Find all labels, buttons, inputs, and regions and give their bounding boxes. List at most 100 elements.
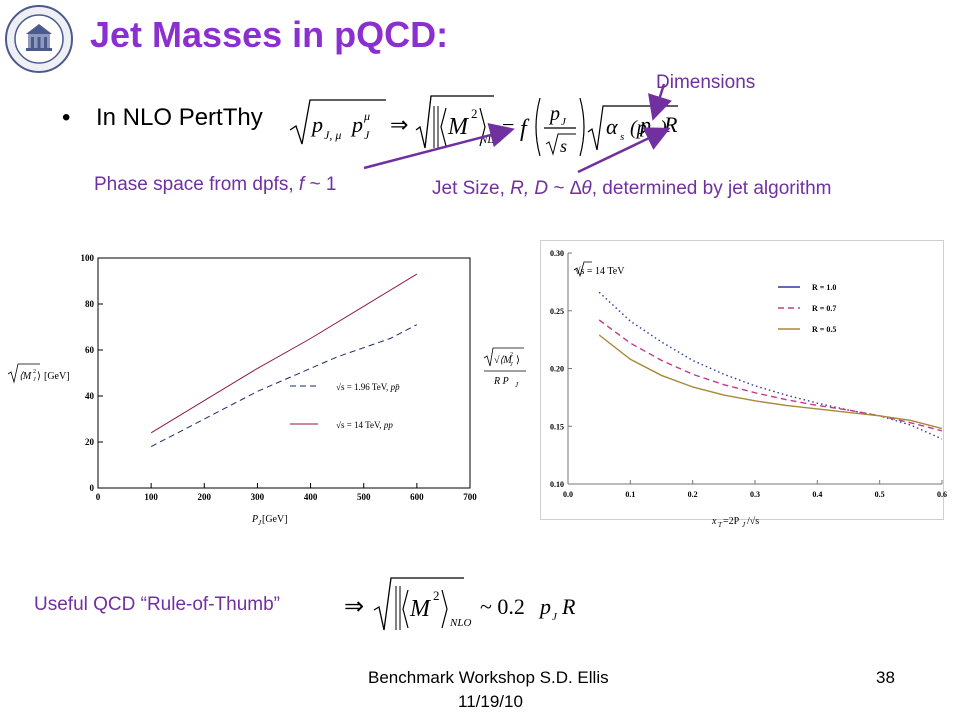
jet-size-delta: ∆θ (569, 178, 592, 199)
eq-frac-num: p (548, 103, 560, 125)
chart-jet-mass-vs-pt: 0 100 200 300 400 500 600 700 0 20 40 60 80 100 √s = … (7, 253, 478, 527)
chart1-legend-label: √s = 14 TeV, pp (336, 420, 393, 430)
chart1-legend-label-tail: pp (383, 420, 394, 430)
chart1-xlabel-unit: [GeV] (262, 514, 288, 525)
rule-approx: ~ 0.2 (480, 594, 525, 619)
footer-date: 11/19/10 (458, 692, 523, 711)
chart2-xtick-label: 0.5 (875, 490, 885, 499)
arrow-dimensions (648, 83, 672, 121)
rule-R: R (561, 594, 576, 619)
chart1-legend-label-tail: pp̄ (390, 382, 401, 392)
chart1-series (150, 273, 418, 448)
chart2-ylabel-num-sub: J (510, 362, 513, 368)
arrow-jet-size (577, 127, 671, 174)
annotation-jet-size: Jet Size, R, D ~ ∆θ, determined by jet a… (432, 178, 831, 200)
eq-lhs-p: p (310, 112, 323, 137)
chart2-ytick-label: 0.20 (550, 365, 564, 374)
eq-lhs2-p: p (350, 112, 363, 137)
chart2-ylabel-num-close: ⟩ (516, 355, 520, 366)
chart1-xtick-label: 700 (463, 492, 477, 502)
chart2-xlabel: x T =2P J /√s (711, 516, 759, 529)
chart2-axes: 0.0 0.1 0.2 0.3 0.4 0.5 0.6 0.10 0.15 0.20 0.25 0.3… (550, 249, 947, 499)
chart2-xlabel-x: x (711, 516, 717, 527)
chart1-xtick-label: 600 (410, 492, 424, 502)
chart2-xtick-label: 0.0 (563, 490, 573, 499)
chart2-ytick-label: 0.25 (550, 307, 564, 316)
chart2-ylabel-den: R P (493, 376, 509, 387)
eq-lhs2-sup: μ (363, 109, 370, 123)
eq-lhs2-sub: J (364, 128, 370, 142)
chart1-xlabel-sub: J (258, 519, 262, 527)
eq-M: M (447, 114, 470, 140)
eq-frac-den: s (560, 136, 567, 156)
chart2-xtick-label: 0.1 (625, 490, 635, 499)
jet-size-mid: ~ (548, 178, 570, 199)
chart1-plot-frame (97, 257, 471, 489)
chart2-ylabel-den-sub: J (515, 381, 519, 389)
chart1-ylabel: ⟨M 2 J ⟩ [GeV] (7, 363, 70, 384)
chart2-legend: R = 1.0 R = 0.7 R = 0.5 (778, 283, 836, 334)
footer-page-number: 38 (876, 668, 895, 687)
chart1-legend-label: √s = 1.96 TeV, pp̄ (336, 382, 400, 392)
chart2-xlabel-tail: /√s (747, 516, 759, 527)
rule-M-sup: 2 (433, 588, 440, 603)
rule-M: M (409, 596, 432, 622)
chart2-xtick-label: 0.6 (937, 490, 947, 499)
rule-pj: p (538, 594, 551, 619)
chart1-xtick-label: 100 (144, 492, 158, 502)
equation-rule-of-thumb: ⇒ M 2 NLO ~ 0.2 p J R (344, 577, 576, 631)
chart2-xtick-label: 0.2 (688, 490, 698, 499)
eq-arrow: ⇒ (390, 112, 408, 137)
chart1-xtick-label: 0 (96, 492, 101, 502)
jet-size-suffix: , determined by jet algorithm (591, 178, 832, 199)
chart1-ytick-label: 100 (81, 253, 95, 263)
svg-text:⟩: ⟩ (37, 371, 41, 382)
chart1-ylabel-unit: [GeV] (44, 371, 70, 382)
phase-space-suffix: ~ 1 (304, 174, 337, 195)
chart1-ytick-label: 20 (85, 437, 95, 447)
chart2-series (598, 291, 943, 440)
chart2-legend-label: R = 0.5 (812, 325, 836, 334)
svg-text:J: J (33, 377, 36, 383)
eq-pj: p (640, 112, 651, 137)
chart1-ytick-label: 60 (85, 345, 95, 355)
chart2-legend-label: R = 0.7 (812, 304, 836, 313)
chart2-ytick-label: 0.10 (550, 480, 564, 489)
svg-text:2: 2 (33, 369, 36, 375)
chart1-xlabel-main: P (251, 514, 258, 525)
chart2-ytick-label: 0.30 (550, 249, 564, 258)
eq-M-sup: 2 (471, 106, 478, 121)
chart2-xlabel-rest-sub: J (742, 521, 746, 529)
chart2-series-line-1 (598, 319, 943, 432)
chart1-legend: √s = 1.96 TeV, pp̄ √s = 14 TeV, pp (290, 382, 400, 430)
eq-lhs-sub: J, μ (324, 128, 341, 142)
phase-space-prefix: Phase space from dpfs, (94, 174, 299, 195)
chart-jet-mass-ratio-vs-xt: 0.0 0.1 0.2 0.3 0.4 0.5 0.6 0.10 0.15 0.20 0.25 0.3… (483, 249, 947, 529)
bullet-marker: • (62, 104, 71, 131)
eq-alpha: α (606, 114, 618, 139)
chart2-ylabel-num: √⟨M (494, 355, 512, 366)
chart2-xlabel-rest: =2P (723, 516, 740, 527)
chart2-ylabel: √⟨M 2 J ⟩ R P J (483, 347, 526, 389)
chart2-frame (540, 240, 944, 520)
university-seal-logo (5, 5, 73, 73)
svg-text:⟨M: ⟨M (19, 371, 32, 382)
slide-title: Jet Masses in pQCD: (90, 14, 449, 55)
annotation-dimensions: Dimensions (656, 72, 756, 93)
bullet-text: In NLO PertThy (96, 104, 263, 131)
jet-size-vars: R, D (510, 178, 549, 199)
chart1-axes: 0 100 200 300 400 500 600 700 0 20 40 60 80 100 (81, 253, 478, 502)
phase-space-f: f (298, 174, 305, 195)
chart2-xtick-label: 0.3 (750, 490, 760, 499)
rule-nlo: NLO (449, 617, 471, 629)
chart1-xtick-label: 500 (357, 492, 371, 502)
chart1-series-line-0 (150, 324, 418, 448)
arrow-phase-space (363, 122, 515, 170)
chart1-xtick-label: 400 (304, 492, 318, 502)
chart1-series-line-1 (150, 273, 418, 434)
eq-alpha-arg: (p (630, 117, 647, 139)
rule-pj-sub: J (552, 611, 558, 623)
jet-size-prefix: Jet Size, (432, 178, 511, 199)
chart2-annotation-text: √s = 14 TeV (575, 266, 625, 277)
